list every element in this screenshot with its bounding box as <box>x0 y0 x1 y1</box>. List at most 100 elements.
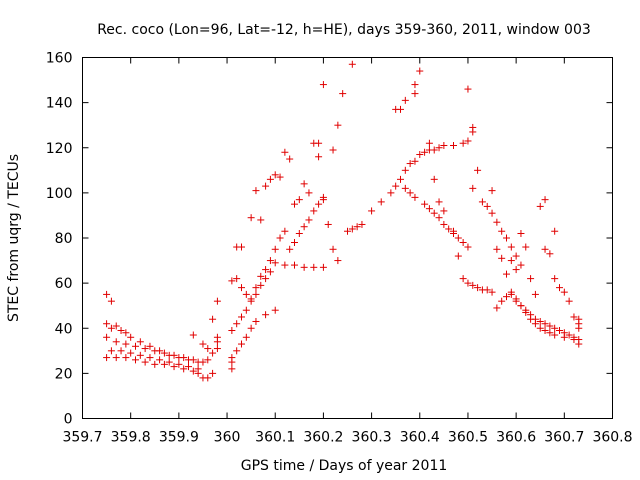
data-point <box>334 257 342 265</box>
data-point <box>117 327 125 335</box>
data-point <box>483 286 491 294</box>
data-point <box>107 324 115 332</box>
data-point <box>228 354 236 362</box>
data-point <box>189 356 197 364</box>
data-point <box>469 281 477 289</box>
data-point <box>271 259 279 267</box>
data-point <box>507 290 515 298</box>
data-point <box>238 313 245 321</box>
data-point <box>464 243 472 251</box>
data-point <box>252 290 260 298</box>
data-point <box>454 234 462 242</box>
x-tick-label: 360 <box>214 430 241 446</box>
data-point <box>411 90 419 98</box>
data-point <box>483 202 491 210</box>
data-point <box>107 297 115 305</box>
data-point <box>416 67 424 75</box>
data-point <box>527 311 535 319</box>
data-point <box>411 157 419 165</box>
data-point <box>141 345 149 353</box>
data-point <box>551 331 559 339</box>
data-point <box>209 369 217 377</box>
data-point <box>348 225 356 233</box>
y-axis-label: STEC from uqrg / TECUs <box>6 154 22 322</box>
y-tick-label: 100 <box>46 186 73 202</box>
data-point <box>103 320 111 328</box>
data-point <box>450 141 457 149</box>
data-point <box>421 148 429 156</box>
data-point <box>556 327 563 335</box>
data-point <box>146 354 154 362</box>
data-point <box>527 275 535 283</box>
data-point <box>392 182 400 190</box>
data-point <box>512 266 520 274</box>
data-point <box>291 200 298 208</box>
data-point <box>228 327 236 335</box>
data-point <box>560 288 568 296</box>
data-point <box>300 263 308 271</box>
data-point <box>377 198 385 206</box>
data-point <box>425 205 433 213</box>
data-point <box>445 225 453 233</box>
data-point <box>242 333 250 341</box>
x-tick-label: 360.3 <box>352 430 392 446</box>
data-point <box>132 356 139 364</box>
data-point <box>305 216 313 224</box>
y-tick-label: 40 <box>55 321 73 337</box>
data-point <box>266 268 274 276</box>
x-axis-label: GPS time / Days of year 2011 <box>241 458 448 474</box>
data-point <box>276 173 284 181</box>
data-point <box>498 227 506 235</box>
data-point <box>189 367 197 375</box>
data-point <box>401 96 409 104</box>
data-point <box>146 342 154 350</box>
data-point <box>136 338 144 346</box>
data-point <box>503 234 510 242</box>
data-point <box>204 374 212 382</box>
data-point <box>112 322 120 330</box>
data-point <box>281 227 289 235</box>
data-point <box>103 354 111 362</box>
data-point <box>175 360 183 368</box>
x-tick-label: 360.4 <box>400 430 440 446</box>
data-point <box>112 338 120 346</box>
data-point <box>411 193 419 201</box>
data-point <box>295 229 303 237</box>
data-point <box>498 297 506 305</box>
data-point <box>556 284 563 292</box>
data-point <box>257 272 265 280</box>
data-point <box>262 266 270 274</box>
data-points <box>103 60 583 382</box>
data-point <box>512 295 520 303</box>
data-point <box>213 338 221 346</box>
data-point <box>257 281 265 289</box>
data-point <box>151 360 159 368</box>
data-point <box>180 365 188 373</box>
data-point <box>319 263 327 271</box>
data-point <box>474 166 482 174</box>
data-point <box>156 356 164 364</box>
data-point <box>565 297 573 305</box>
y-axis: 0 20 40 60 80 100 120 140 160 <box>46 51 613 428</box>
data-point <box>238 243 245 251</box>
data-point <box>262 311 270 319</box>
data-point <box>286 155 294 163</box>
data-point <box>353 223 361 231</box>
data-point <box>565 331 573 339</box>
data-point <box>305 189 313 197</box>
data-point <box>300 180 308 188</box>
data-point <box>507 257 515 265</box>
data-point <box>541 196 549 204</box>
data-point <box>242 306 250 314</box>
data-point <box>517 261 525 269</box>
data-point <box>266 257 274 265</box>
data-point <box>459 139 467 147</box>
data-point <box>127 349 135 357</box>
data-point <box>401 184 409 192</box>
data-point <box>141 358 149 366</box>
data-point <box>194 365 202 373</box>
data-point <box>435 198 443 206</box>
data-point <box>541 320 549 328</box>
data-point <box>252 284 260 292</box>
